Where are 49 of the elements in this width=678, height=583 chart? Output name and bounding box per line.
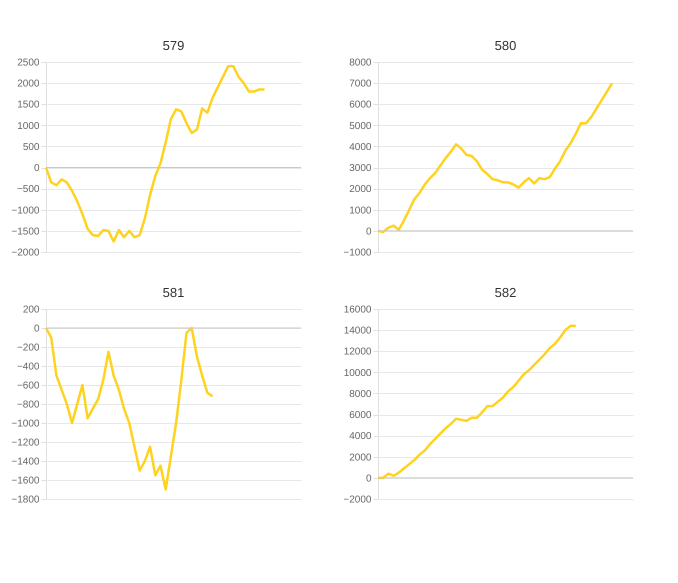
y-tick-label: 12000 — [344, 346, 372, 358]
y-tick-label: 1000 — [349, 205, 372, 216]
y-tick-label: 0 — [366, 473, 372, 484]
line-series — [44, 326, 214, 491]
y-tick-label: −1400 — [11, 456, 40, 468]
chart-title: 582 — [494, 285, 516, 300]
y-tick-label: −1200 — [11, 438, 40, 448]
y-tick-label: 1500 — [17, 100, 40, 111]
y-tick-label: 200 — [22, 304, 40, 316]
y-tick-label: −1800 — [11, 494, 40, 506]
line-series — [376, 82, 614, 234]
y-tick-label: 4000 — [349, 142, 372, 153]
y-tick-label: 7000 — [349, 78, 372, 90]
chart-title: 580 — [494, 38, 516, 53]
chart-title: 579 — [162, 38, 184, 53]
line-series — [44, 64, 266, 243]
y-tick-label: 8000 — [349, 388, 372, 400]
y-tick-label: 2000 — [17, 78, 40, 90]
y-tick-label: −1000 — [343, 248, 372, 258]
y-tick-label: 500 — [22, 142, 40, 153]
y-tick-label: 0 — [34, 324, 40, 334]
y-tick-label: 2000 — [349, 452, 372, 464]
y-tick-label: −400 — [16, 362, 40, 372]
y-tick-label: −200 — [16, 342, 40, 354]
y-tick-label: 6000 — [349, 100, 372, 111]
y-tick-label: 0 — [366, 226, 372, 238]
y-tick-label: −500 — [16, 184, 40, 196]
y-tick-label: 6000 — [349, 410, 372, 422]
y-tick-label: −1600 — [11, 476, 40, 486]
line-series — [376, 324, 578, 480]
y-tick-label: −2000 — [343, 494, 372, 506]
y-tick-label: −1000 — [11, 205, 40, 216]
y-tick-label: 10000 — [344, 368, 372, 379]
y-tick-label: 1000 — [17, 120, 40, 132]
y-tick-label: 2500 — [17, 58, 40, 68]
y-tick-label: 14000 — [344, 326, 372, 337]
y-tick-label: −1000 — [11, 418, 40, 430]
y-tick-label: −2000 — [11, 248, 40, 258]
y-tick-label: −800 — [16, 400, 40, 410]
y-tick-label: 0 — [34, 163, 40, 174]
y-tick-label: −1500 — [11, 226, 40, 238]
y-tick-label: 8000 — [349, 58, 372, 68]
y-tick-label: −600 — [16, 380, 40, 392]
y-tick-label: 3000 — [349, 163, 372, 174]
y-tick-label: 4000 — [349, 431, 372, 442]
y-tick-label: 5000 — [349, 120, 372, 132]
chart-title: 581 — [162, 285, 184, 300]
y-tick-label: 2000 — [349, 184, 372, 196]
y-tick-label: 16000 — [344, 304, 372, 316]
